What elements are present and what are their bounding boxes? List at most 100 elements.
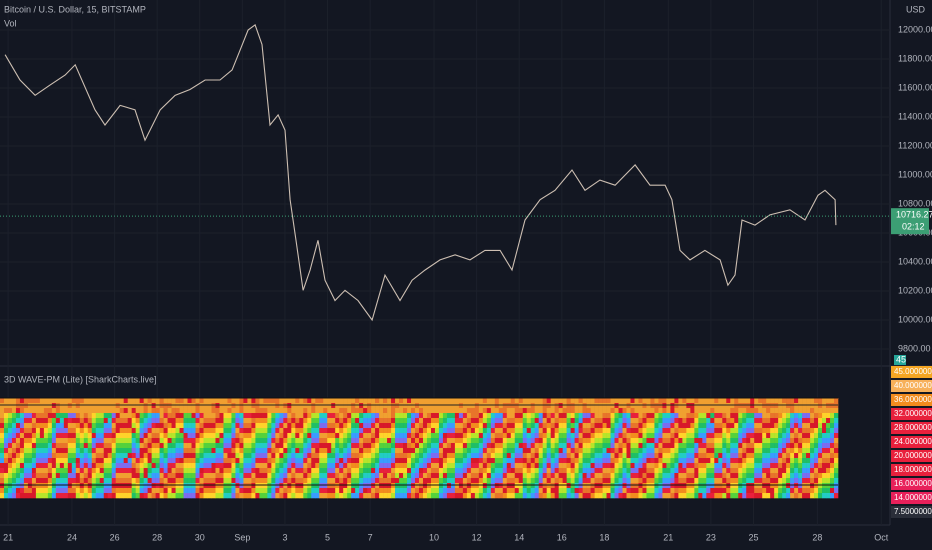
heat-cell xyxy=(802,408,807,414)
heat-cell xyxy=(275,458,280,464)
heat-cell xyxy=(103,478,109,484)
heat-cell xyxy=(610,488,615,494)
heat-cell xyxy=(63,403,69,409)
heat-cell xyxy=(135,423,140,429)
y-tick-label: 10400.00 xyxy=(898,256,932,266)
heat-cell xyxy=(578,398,583,404)
heat-cell xyxy=(139,473,144,479)
heat-cell xyxy=(530,428,536,434)
heat-cell xyxy=(794,433,799,439)
heat-cell xyxy=(430,438,436,444)
heat-cell xyxy=(822,423,827,429)
heat-cell xyxy=(766,453,771,459)
heat-cell xyxy=(594,413,599,419)
heat-cell xyxy=(630,433,635,439)
heat-cell xyxy=(490,443,496,449)
heat-cell xyxy=(359,428,364,434)
heat-cell xyxy=(742,443,747,449)
heat-cell xyxy=(502,473,508,479)
heat-cell xyxy=(566,428,571,434)
heat-cell xyxy=(15,468,21,474)
heat-cell xyxy=(59,493,65,499)
heat-cell xyxy=(7,403,13,409)
heat-cell xyxy=(371,448,376,454)
heat-cell xyxy=(59,398,65,404)
heat-cell xyxy=(87,473,93,479)
heat-cell xyxy=(514,433,520,439)
heat-cell xyxy=(614,418,619,424)
heat-cell xyxy=(363,488,368,494)
heat-cell xyxy=(442,438,448,444)
heat-cell xyxy=(730,398,735,404)
heat-cell xyxy=(462,403,468,409)
heat-cell xyxy=(638,458,643,464)
heat-cell xyxy=(247,453,252,459)
heat-cell xyxy=(698,408,703,414)
heat-cell xyxy=(566,483,571,489)
heat-cell xyxy=(19,483,25,489)
heat-cell xyxy=(750,443,755,449)
heat-cell xyxy=(231,493,236,499)
heat-cell xyxy=(718,468,723,474)
heat-cell xyxy=(135,443,140,449)
heat-cell xyxy=(227,488,232,494)
heat-cell xyxy=(75,443,81,449)
heat-cell xyxy=(474,428,480,434)
heat-cell xyxy=(275,423,280,429)
heat-cell xyxy=(127,403,132,409)
heat-cell xyxy=(339,478,344,484)
heat-cell xyxy=(662,428,667,434)
heat-cell xyxy=(618,473,623,479)
heat-cell xyxy=(542,433,547,439)
scale-badge xyxy=(891,408,932,420)
heat-cell xyxy=(99,493,105,499)
heat-cell xyxy=(678,443,683,449)
heat-cell xyxy=(355,453,360,459)
heat-cell xyxy=(682,418,687,424)
heat-cell xyxy=(175,458,180,464)
heat-cell xyxy=(151,438,156,444)
heat-cell xyxy=(79,423,85,429)
heat-cell xyxy=(482,428,488,434)
heat-cell xyxy=(494,438,500,444)
heat-cell xyxy=(762,448,767,454)
heat-cell xyxy=(179,453,184,459)
heat-cell xyxy=(618,413,623,419)
heat-cell xyxy=(223,418,228,424)
heat-cell xyxy=(23,403,29,409)
heat-cell xyxy=(87,398,93,404)
heat-cell xyxy=(798,428,803,434)
heat-cell xyxy=(295,488,300,494)
heat-cell xyxy=(774,493,779,499)
heat-cell xyxy=(786,483,791,489)
heat-cell xyxy=(722,473,727,479)
heat-cell xyxy=(203,463,208,469)
heat-cell xyxy=(562,448,567,454)
heat-cell xyxy=(107,443,113,449)
heat-cell xyxy=(726,463,731,469)
heat-cell xyxy=(163,448,168,454)
heat-cell xyxy=(754,408,759,414)
heat-cell xyxy=(658,478,663,484)
heat-cell xyxy=(562,418,567,424)
heat-cell xyxy=(155,473,160,479)
heat-cell xyxy=(638,468,643,474)
heat-cell xyxy=(91,448,97,454)
heat-cell xyxy=(247,478,252,484)
heat-cell xyxy=(387,423,392,429)
heat-cell xyxy=(207,428,212,434)
heat-cell xyxy=(562,443,567,449)
heat-cell xyxy=(438,478,444,484)
heat-cell xyxy=(794,418,799,424)
heat-cell xyxy=(438,463,444,469)
heat-cell xyxy=(470,428,476,434)
heat-cell xyxy=(359,408,364,414)
heat-cell xyxy=(762,428,767,434)
heat-cell xyxy=(375,488,380,494)
heat-cell xyxy=(826,438,831,444)
heat-cell xyxy=(311,488,316,494)
heat-cell xyxy=(634,468,639,474)
heat-cell xyxy=(606,458,611,464)
heat-cell xyxy=(295,413,300,419)
heat-cell xyxy=(39,488,45,494)
